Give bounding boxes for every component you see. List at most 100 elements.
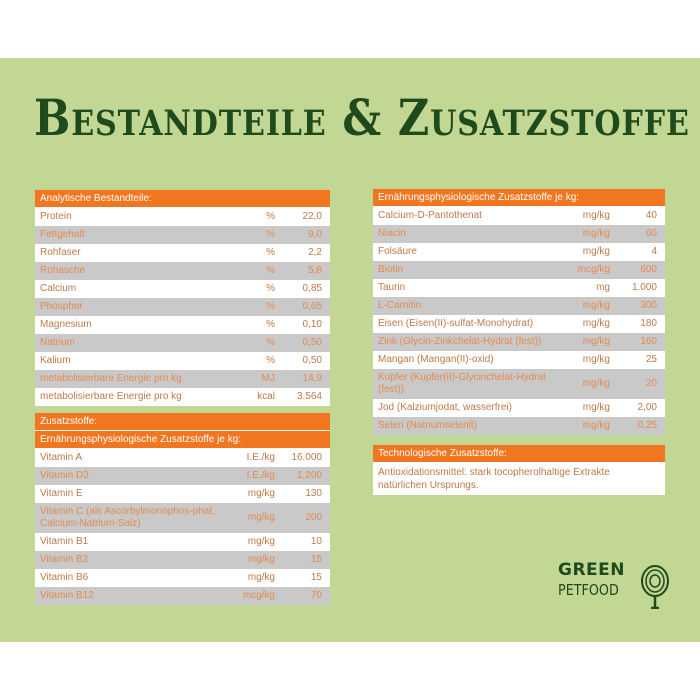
row-value: 16.000 xyxy=(291,452,322,463)
row-value: 5,8 xyxy=(308,265,322,276)
row-name: Rohasche xyxy=(40,265,86,276)
row-name: Mangan (Mangan(II)-oxid) xyxy=(378,354,494,365)
row-unit: mcg/kg xyxy=(242,590,275,601)
technological-text: Antioxidationsmittel: stark tocopherolha… xyxy=(378,467,610,491)
row-value: 4 xyxy=(651,246,657,257)
row-name: Folsäure xyxy=(378,246,417,257)
row-unit: mg/kg xyxy=(582,246,610,257)
row-name: Vitamin B12 xyxy=(40,590,94,601)
row-value: 70 xyxy=(310,590,322,601)
table-row: Selen (Natriumselenit) mg/kg 0,25 xyxy=(373,417,665,435)
table-row: Natrium% 0,50 xyxy=(35,334,330,352)
row-name: metabolisierbare Energie pro kg xyxy=(40,373,182,384)
row-unit: mg/kg xyxy=(582,336,610,347)
row-value: 20 xyxy=(645,378,657,389)
table-row: Vitamin A I.E./kg 16.000 xyxy=(35,449,330,467)
row-value: 1.200 xyxy=(296,470,322,481)
logo-line2: PETFOOD xyxy=(558,581,619,599)
row-value: 130 xyxy=(305,488,322,499)
table-row: Vitamin B1 mg/kg 10 xyxy=(35,533,330,551)
technological-table: Technologische Zusatzstoffe: Antioxidati… xyxy=(373,445,665,495)
row-name: Taurin xyxy=(378,282,406,293)
row-unit: mg/kg xyxy=(247,572,275,583)
row-value: 600 xyxy=(640,264,657,275)
row-unit: mg/kg xyxy=(582,378,610,389)
table-row: Mangan (Mangan(II)-oxid) mg/kg 25 xyxy=(373,351,665,369)
row-unit: mg/kg xyxy=(582,210,610,221)
table-row: Jod (Kalziumjodat, wasserfrei) mg/kg 2,00 xyxy=(373,399,665,417)
row-unit: % xyxy=(266,319,275,330)
additives-table: Zusatzstoffe: Ernährungsphysiologische Z… xyxy=(35,413,330,605)
row-name: Calcium-D-Pantothenat xyxy=(378,210,482,221)
row-name: Zink (Glycin-Zinkchelat-Hydrat (fest)) xyxy=(378,336,542,347)
row-name: Vitamin A xyxy=(40,452,83,463)
row-value: 15 xyxy=(310,572,322,583)
row-name: Calcium xyxy=(40,283,77,294)
table-row: Phosphor% 0,65 xyxy=(35,298,330,316)
row-value: 1.000 xyxy=(631,282,657,293)
row-value: 25 xyxy=(645,354,657,365)
row-value: 180 xyxy=(640,318,657,329)
row-value: 160 xyxy=(640,336,657,347)
row-unit: % xyxy=(266,229,275,240)
row-value: 300 xyxy=(640,300,657,311)
row-unit: % xyxy=(266,301,275,312)
table-row: L-Carnitin mg/kg 300 xyxy=(373,297,665,315)
table-row: Protein% 22,0 xyxy=(35,208,330,226)
row-unit: mg/kg xyxy=(582,228,610,239)
row-unit: % xyxy=(266,211,275,222)
additives-header: Zusatzstoffe: xyxy=(35,413,330,431)
row-name: L-Carnitin xyxy=(378,300,422,311)
row-name: Eisen (Eisen(II)-sulfat-Monohydrat) xyxy=(378,318,534,329)
row-value: 3.564 xyxy=(296,391,322,402)
additives-subheader: Ernährungsphysiologische Zusatzstoffe je… xyxy=(35,431,330,449)
table-row: Calcium% 0,85 xyxy=(35,280,330,298)
table-row: Biotin mcg/kg 600 xyxy=(373,261,665,279)
row-value: 15 xyxy=(310,554,322,565)
table-row: Zink (Glycin-Zinkchelat-Hydrat (fest)) mg… xyxy=(373,333,665,351)
table-row: Vitamin B12 mcg/kg 70 xyxy=(35,587,330,605)
table-row: Rohfaser% 2,2 xyxy=(35,244,330,262)
row-value: 10 xyxy=(310,536,322,547)
row-name: Fettgehalt xyxy=(40,229,85,240)
row-unit: mg/kg xyxy=(582,354,610,365)
table-row: Taurin mg 1.000 xyxy=(373,279,665,297)
technological-header: Technologische Zusatzstoffe: xyxy=(373,445,665,463)
row-value: 0,50 xyxy=(302,337,322,348)
row-unit: % xyxy=(266,283,275,294)
table-row: Vitamin D3 I.E./kg 1.200 xyxy=(35,467,330,485)
logo-line1: GREEN xyxy=(558,560,625,580)
row-name: Selen (Natriumselenit) xyxy=(378,420,477,431)
row-name: Niacin xyxy=(378,228,406,239)
row-name: Jod (Kalziumjodat, wasserfrei) xyxy=(378,402,512,413)
row-unit: mg/kg xyxy=(582,300,610,311)
row-unit: mg/kg xyxy=(582,318,610,329)
row-name: Vitamin B1 xyxy=(40,536,89,547)
table-row: Vitamin B2 mg/kg 15 xyxy=(35,551,330,569)
row-name: Natrium xyxy=(40,337,76,348)
row-unit: mg/kg xyxy=(247,512,275,523)
row-unit: mg/kg xyxy=(247,488,275,499)
row-name: Magnesium xyxy=(40,319,92,330)
nutritional-rows: Calcium-D-Pantothenat mg/kg 40 Niacin mg/kg 6… xyxy=(373,207,665,435)
row-name: Kupfer (Kupfer(II)-Glycinchelat-Hydrat (… xyxy=(378,372,546,395)
row-value: 2,2 xyxy=(308,247,322,258)
row-unit: mg xyxy=(596,282,610,293)
row-unit: mg/kg xyxy=(247,554,275,565)
table-row: Magnesium% 0,10 xyxy=(35,316,330,334)
row-value: 60 xyxy=(645,228,657,239)
table-row: Rohasche% 5,8 xyxy=(35,262,330,280)
table-row: Fettgehalt% 9,0 xyxy=(35,226,330,244)
table-row: Kalium% 0,50 xyxy=(35,352,330,370)
row-value: 0,50 xyxy=(302,355,322,366)
row-name: Protein xyxy=(40,211,72,222)
row-name: Vitamin C (als Ascorbylmonophos-phat, Ca… xyxy=(40,506,215,529)
nutritional-header: Ernährungsphysiologische Zusatzstoffe je… xyxy=(373,189,665,207)
row-name: Vitamin E xyxy=(40,488,83,499)
table-row: Eisen (Eisen(II)-sulfat-Monohydrat) mg/kg… xyxy=(373,315,665,333)
row-name: Rohfaser xyxy=(40,247,81,258)
row-value: 2,00 xyxy=(637,402,657,413)
row-unit: % xyxy=(266,355,275,366)
row-value: 9,0 xyxy=(308,229,322,240)
table-row: Kupfer (Kupfer(II)-Glycinchelat-Hydrat (… xyxy=(373,369,665,399)
